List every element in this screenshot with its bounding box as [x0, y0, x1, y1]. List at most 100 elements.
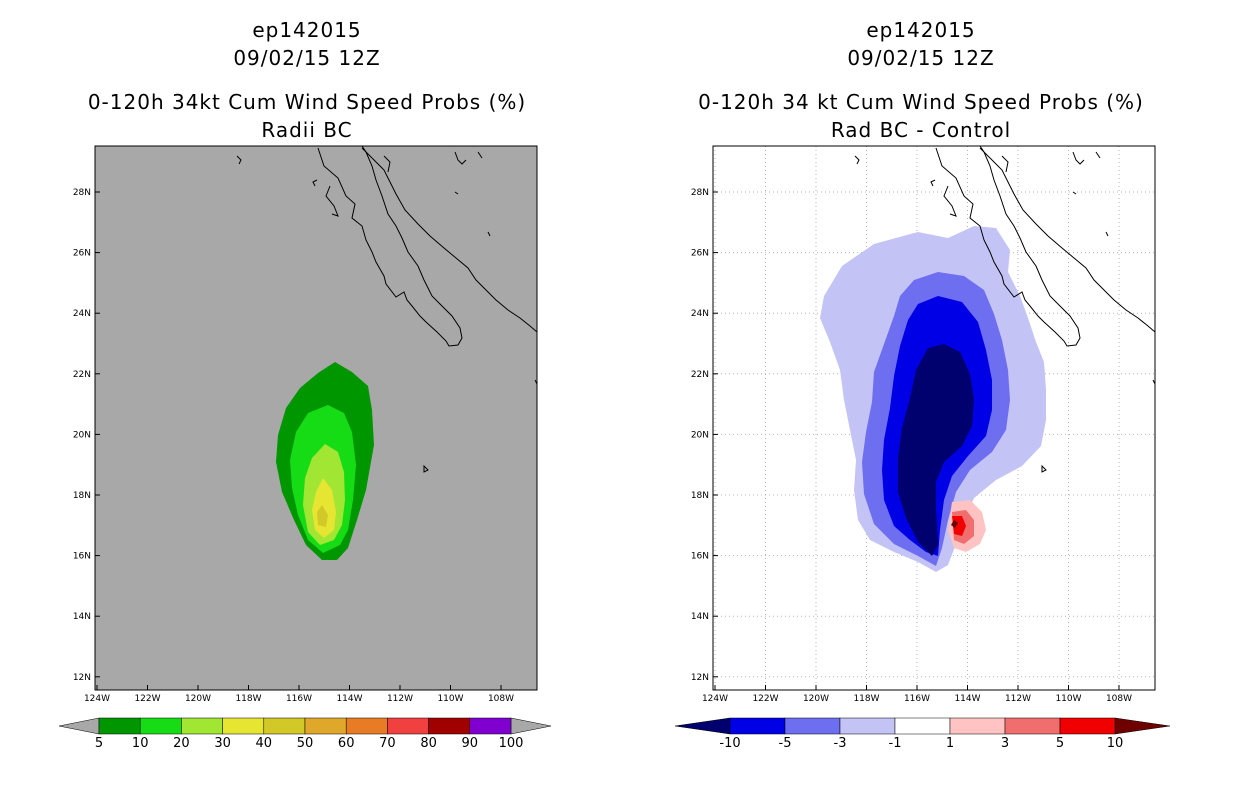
- colorbar-low-arrow: [58, 717, 100, 735]
- colorbar-swatch: [949, 717, 1006, 735]
- contour-minus-10: [898, 344, 974, 556]
- lat-tick-label: 28N: [73, 188, 91, 198]
- colorbar-label: 80: [420, 736, 437, 751]
- lon-tick-label: 110W: [437, 694, 463, 704]
- colorbar-swatch: [894, 717, 951, 735]
- lon-tick-label: 108W: [488, 694, 514, 704]
- colorbar-label: 50: [297, 736, 314, 751]
- storm-id: ep142015: [252, 18, 362, 42]
- panel-rad-bc-control: ep142015 09/02/15 12Z 0-120h 34 kt Cum W…: [618, 0, 1236, 800]
- colorbar-label: -5: [779, 736, 792, 751]
- lon-tick-label: 112W: [1005, 694, 1031, 704]
- colorbar-label: 3: [1001, 736, 1009, 751]
- lon-tick-label: 122W: [752, 694, 778, 704]
- contour-40: [317, 505, 328, 527]
- lat-tick-label: 16N: [73, 552, 91, 562]
- lon-tick-label: 112W: [387, 694, 413, 704]
- colorbar-label: 20: [173, 736, 190, 751]
- lon-tick-label: 120W: [803, 694, 829, 704]
- latitude-ticks: 28N 26N 24N 22N 20N 18N 16N 14N 12N: [691, 188, 718, 683]
- product-title: 0-120h 34kt Cum Wind Speed Probs (%): [87, 90, 527, 114]
- lat-tick-label: 12N: [691, 673, 709, 683]
- colorbar-swatch: [263, 717, 306, 735]
- colorbar-swatch: [222, 717, 265, 735]
- colorbar-label: 10: [1107, 736, 1124, 751]
- panel-subtitle: Rad BC - Control: [830, 118, 1012, 142]
- lon-tick-label: 116W: [904, 694, 930, 704]
- colorbar-swatch: [304, 717, 347, 735]
- lat-tick-label: 28N: [691, 188, 709, 198]
- lon-tick-label: 124W: [84, 694, 110, 704]
- panel-subtitle: Radii BC: [261, 118, 353, 142]
- contour-plus-10: [951, 520, 958, 528]
- colorbar-label: 90: [462, 736, 479, 751]
- colorbar-low-arrow: [674, 717, 731, 735]
- latitude-ticks: 28N 26N 24N 22N 20N 18N 16N 14N 12N: [73, 188, 100, 683]
- map-figure: 124W 122W 120W 118W 116W 114W 112W 110W 108W 28N…: [674, 145, 1171, 751]
- lat-tick-label: 18N: [73, 491, 91, 501]
- lon-tick-label: 114W: [336, 694, 362, 704]
- probability-contours: [276, 362, 374, 560]
- coastline: [854, 145, 1156, 473]
- colorbar-label: 100: [499, 736, 524, 751]
- longitude-ticks: 124W 122W 120W 118W 116W 114W 112W 110W 108W: [702, 685, 1132, 704]
- colorbar-label: 40: [256, 736, 273, 751]
- colorbar-high-arrow: [1114, 717, 1171, 735]
- colorbar-swatch: [387, 717, 429, 735]
- lat-tick-label: 18N: [691, 491, 709, 501]
- lon-tick-label: 124W: [702, 694, 728, 704]
- lat-tick-label: 24N: [691, 309, 709, 319]
- lon-tick-label: 120W: [185, 694, 211, 704]
- colorbar-swatch: [139, 717, 182, 735]
- datetime: 09/02/15 12Z: [847, 46, 995, 70]
- colorbar-label: -3: [834, 736, 847, 751]
- colorbar-label: -1: [889, 736, 902, 751]
- lat-tick-label: 26N: [691, 249, 709, 259]
- lat-tick-label: 26N: [73, 249, 91, 259]
- lat-tick-label: 14N: [691, 612, 709, 622]
- colorbar: -10 -5 -3 -1 1 3 5 10: [674, 717, 1171, 751]
- product-title: 0-120h 34 kt Cum Wind Speed Probs (%): [698, 90, 1144, 114]
- colorbar-label: 60: [338, 736, 355, 751]
- lon-tick-label: 118W: [235, 694, 261, 704]
- colorbar-high-arrow: [510, 717, 552, 735]
- datetime: 09/02/15 12Z: [233, 46, 381, 70]
- colorbar-swatch: [839, 717, 896, 735]
- storm-id: ep142015: [866, 18, 976, 42]
- lat-tick-label: 20N: [691, 430, 709, 440]
- lat-tick-label: 20N: [73, 430, 91, 440]
- colorbar-swatch: [428, 717, 471, 735]
- longitude-ticks: 124W 122W 120W 118W 116W 114W 112W 110W 108W: [84, 685, 514, 704]
- lat-tick-label: 22N: [691, 370, 709, 380]
- colorbar-swatch: [729, 717, 786, 735]
- lat-tick-label: 22N: [73, 370, 91, 380]
- colorbar-label: 30: [214, 736, 231, 751]
- difference-contours: [820, 226, 1046, 572]
- panel-radii-bc: ep142015 09/02/15 12Z 0-120h 34kt Cum Wi…: [58, 18, 552, 751]
- lat-tick-label: 14N: [73, 612, 91, 622]
- lat-tick-label: 12N: [73, 673, 91, 683]
- colorbar-swatch: [1004, 717, 1061, 735]
- map-frame: [94, 145, 538, 691]
- lon-tick-label: 118W: [853, 694, 879, 704]
- lon-tick-label: 108W: [1106, 694, 1132, 704]
- colorbar-swatch: [469, 717, 512, 735]
- colorbar-swatch: [98, 717, 141, 735]
- colorbar-swatch: [345, 717, 388, 735]
- colorbar-swatch: [181, 717, 223, 735]
- lat-tick-label: 16N: [691, 552, 709, 562]
- lon-tick-label: 110W: [1055, 694, 1081, 704]
- map-figure: 124W 122W 120W 118W 116W 114W 112W 110W 108W 28N…: [58, 145, 552, 751]
- colorbar-swatch: [784, 717, 841, 735]
- lon-tick-label: 116W: [286, 694, 312, 704]
- colorbar-label: 5: [95, 736, 103, 751]
- coastline: [236, 145, 538, 473]
- colorbar: 5 10 20 30 40 50 60 70 80 90 100: [58, 717, 552, 751]
- colorbar-label: 1: [946, 736, 954, 751]
- colorbar-label: -10: [719, 736, 740, 751]
- map-frame: [712, 145, 1156, 691]
- lon-tick-label: 114W: [954, 694, 980, 704]
- colorbar-label: 10: [132, 736, 149, 751]
- lon-tick-label: 122W: [134, 694, 160, 704]
- colorbar-swatch: [1059, 717, 1116, 735]
